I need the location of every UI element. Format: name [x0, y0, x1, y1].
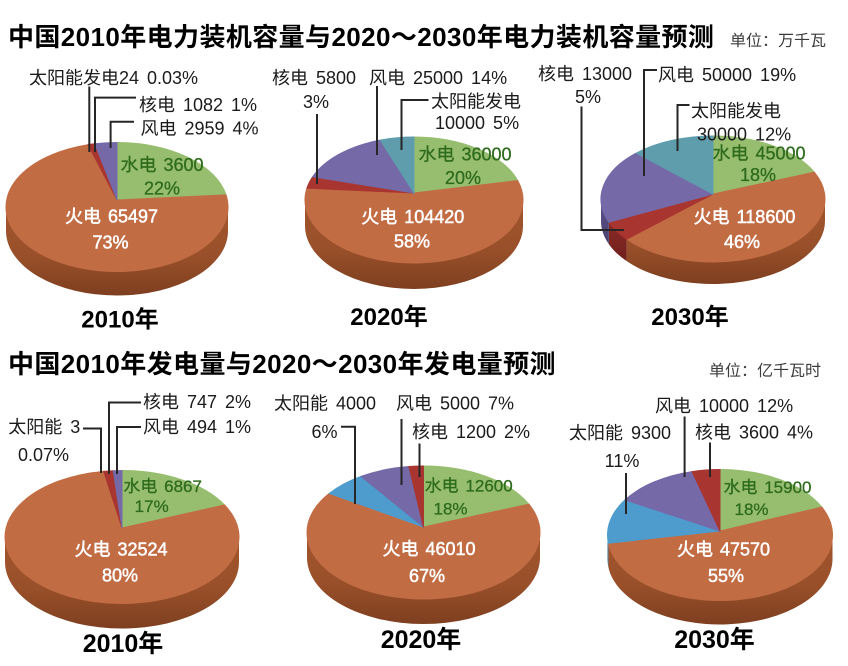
svg-text:2020年: 2020年 — [350, 304, 427, 331]
svg-text:73%: 73% — [92, 233, 128, 253]
svg-text:太阳能 4000: 太阳能 4000 — [274, 394, 376, 414]
svg-text:2020年: 2020年 — [381, 626, 462, 654]
svg-text:2010年: 2010年 — [81, 307, 158, 334]
svg-text:水电 3600: 水电 3600 — [120, 155, 203, 175]
svg-text:20%: 20% — [445, 168, 481, 188]
svg-text:核电 3600 4%: 核电 3600 4% — [695, 423, 813, 443]
svg-text:火电 32524: 火电 32524 — [74, 540, 167, 560]
svg-text:3%: 3% — [303, 92, 329, 112]
svg-text:6%: 6% — [311, 422, 337, 442]
svg-text:30000 12%: 30000 12% — [697, 125, 791, 145]
svg-text:火电 46010: 火电 46010 — [382, 539, 475, 559]
svg-text:水电 6867: 水电 6867 — [123, 477, 202, 496]
svg-text:太阳能 9300: 太阳能 9300 — [569, 423, 671, 443]
svg-text:火电 47570: 火电 47570 — [677, 540, 770, 560]
svg-text:18%: 18% — [740, 165, 776, 185]
svg-text:太阳能 3: 太阳能 3 — [8, 417, 80, 437]
svg-text:核电 1200 2%: 核电 1200 2% — [412, 422, 530, 442]
svg-text:18%: 18% — [433, 500, 467, 519]
svg-text:22%: 22% — [144, 179, 180, 199]
svg-text:17%: 17% — [135, 497, 169, 516]
svg-text:核电 1082 1%: 核电 1082 1% — [139, 95, 257, 115]
svg-text:中国2010年电力装机容量与2020～2030年电力装机容量: 中国2010年电力装机容量与2020～2030年电力装机容量预测 — [8, 22, 714, 52]
svg-text:58%: 58% — [394, 232, 430, 252]
svg-text:火电 104420: 火电 104420 — [361, 207, 464, 227]
svg-text:风电 10000 12%: 风电 10000 12% — [655, 396, 793, 416]
svg-text:单位：万千瓦: 单位：万千瓦 — [730, 32, 826, 50]
svg-text:0.07%: 0.07% — [18, 445, 69, 465]
svg-text:风电 494 1%: 风电 494 1% — [143, 417, 251, 437]
svg-text:5%: 5% — [575, 87, 601, 107]
svg-text:火电 65497: 火电 65497 — [65, 207, 158, 227]
svg-text:2030年: 2030年 — [674, 626, 755, 654]
svg-text:水电 45000: 水电 45000 — [712, 144, 805, 164]
svg-text:火电 118600: 火电 118600 — [694, 207, 796, 227]
svg-text:太阳能发电24 0.03%: 太阳能发电24 0.03% — [29, 68, 198, 88]
svg-text:太阳能发电: 太阳能发电 — [431, 92, 521, 112]
svg-text:18%: 18% — [734, 500, 768, 519]
svg-text:太阳能发电: 太阳能发电 — [691, 101, 781, 121]
svg-text:风电 5000 7%: 风电 5000 7% — [396, 394, 514, 414]
svg-text:风电 25000 14%: 风电 25000 14% — [369, 68, 507, 88]
svg-text:风电 50000 19%: 风电 50000 19% — [658, 65, 796, 85]
svg-text:80%: 80% — [102, 566, 138, 586]
svg-text:核电 747 2%: 核电 747 2% — [143, 392, 251, 412]
svg-text:水电 15900: 水电 15900 — [724, 478, 812, 497]
svg-text:67%: 67% — [409, 566, 445, 586]
svg-text:10000 5%: 10000 5% — [435, 113, 519, 133]
svg-text:风电 2959 4%: 风电 2959 4% — [141, 119, 259, 139]
svg-text:2030年: 2030年 — [651, 304, 728, 331]
svg-text:单位：亿千瓦时: 单位：亿千瓦时 — [709, 362, 821, 380]
svg-text:2010年: 2010年 — [83, 630, 164, 658]
svg-text:核电 5800: 核电 5800 — [272, 68, 356, 88]
svg-text:55%: 55% — [708, 566, 744, 586]
svg-text:中国2010年发电量与2020～2030年发电量预测: 中国2010年发电量与2020～2030年发电量预测 — [8, 349, 556, 379]
svg-text:11%: 11% — [605, 451, 640, 471]
svg-text:水电 12600: 水电 12600 — [425, 477, 513, 496]
svg-text:水电 36000: 水电 36000 — [418, 145, 511, 165]
svg-text:46%: 46% — [724, 232, 760, 252]
svg-text:核电 13000: 核电 13000 — [538, 64, 632, 84]
